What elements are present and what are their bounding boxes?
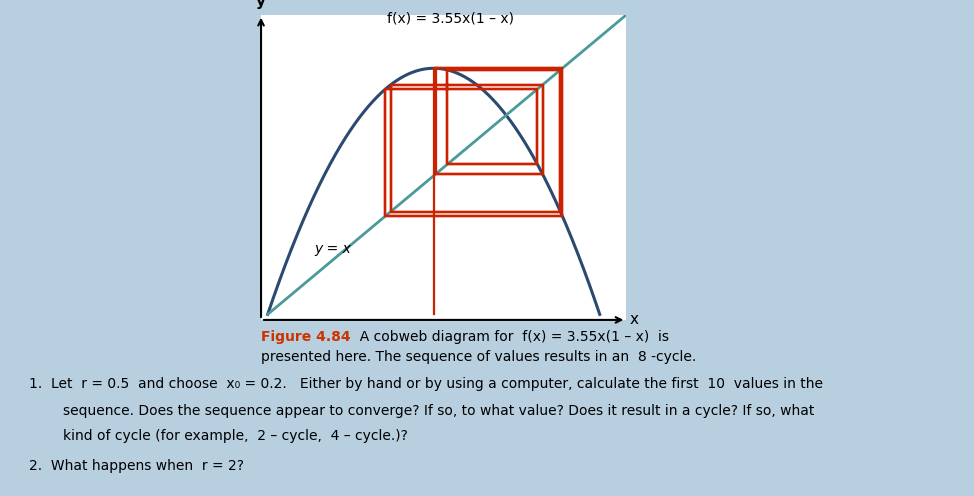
- Text: sequence. Does the sequence appear to converge? If so, to what value? Does it re: sequence. Does the sequence appear to co…: [63, 404, 814, 418]
- Text: 2.  What happens when  r = 2?: 2. What happens when r = 2?: [29, 459, 244, 473]
- Text: y = x: y = x: [315, 242, 351, 256]
- Text: 1.  Let  r = 0.5  and choose  x₀ = 0.2.   Either by hand or by using a computer,: 1. Let r = 0.5 and choose x₀ = 0.2. Eith…: [29, 377, 823, 391]
- Text: Figure 4.84: Figure 4.84: [261, 330, 351, 344]
- Text: A cobweb diagram for  f(x) = 3.55x(1 – x)  is: A cobweb diagram for f(x) = 3.55x(1 – x)…: [351, 330, 668, 344]
- Text: y: y: [256, 0, 266, 9]
- Text: x: x: [629, 312, 639, 327]
- Text: presented here. The sequence of values results in an  8 -cycle.: presented here. The sequence of values r…: [261, 350, 696, 364]
- Text: kind of cycle (for example,  2 – cycle,  4 – cycle.)?: kind of cycle (for example, 2 – cycle, 4…: [63, 429, 408, 443]
- Text: f(x) = 3.55x(1 – x): f(x) = 3.55x(1 – x): [388, 12, 514, 26]
